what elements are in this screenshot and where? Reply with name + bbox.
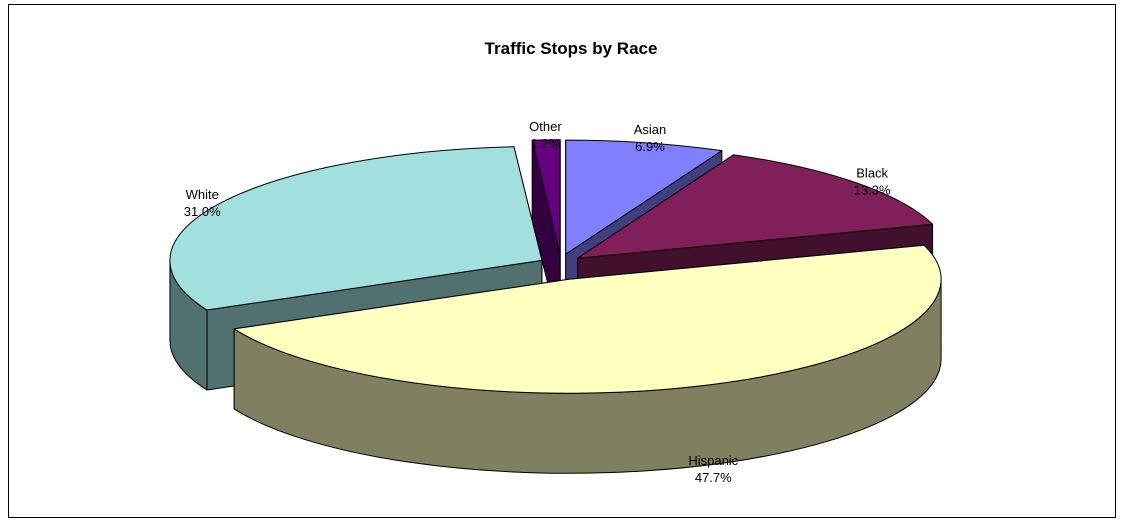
slice-label-asian: Asian 6.9% xyxy=(634,122,667,154)
pie-chart: Traffic Stops by Race Asian 6.9% Black 13.3… xyxy=(9,5,1117,519)
slice-label-hispanic: Hispanic 47.7% xyxy=(688,453,738,485)
chart-title: Traffic Stops by Race xyxy=(485,39,658,58)
slice-label-black: Black 13.3% xyxy=(854,165,891,197)
chart-area: Traffic Stops by Race Asian 6.9% Black 13.3… xyxy=(8,4,1116,518)
slice-label-white: White 31.0% xyxy=(184,187,221,219)
pie-slices xyxy=(170,140,941,473)
slice-label-other: Other 1.2% xyxy=(529,119,562,151)
